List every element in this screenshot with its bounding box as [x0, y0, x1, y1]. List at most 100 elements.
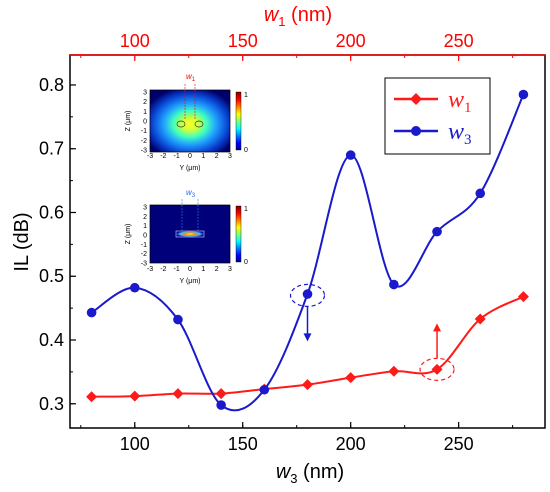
inset2-label-var: w — [186, 188, 193, 197]
y-tick-label: 0.8 — [39, 75, 64, 95]
inset-x-tick-label: 3 — [228, 266, 232, 273]
inset2-colorbar-max: 1 — [244, 206, 248, 213]
data-point-w1 — [86, 391, 98, 403]
data-point-w1 — [215, 388, 227, 400]
arrow-head-w1 — [433, 323, 442, 332]
y-tick-label: 0.6 — [39, 202, 64, 222]
inset-x-tick-label: 2 — [215, 266, 219, 273]
inset1-y-ticks: 3 2 1 0 -1 -2 -3 — [141, 90, 147, 155]
data-point-w1 — [431, 363, 443, 375]
inset2-colorbar — [235, 205, 242, 263]
inset-y-tick-label: 1 — [143, 109, 147, 116]
inset1-xlabel: Y (μm) — [179, 165, 200, 172]
data-point-w3 — [432, 226, 442, 237]
data-point-w1 — [302, 379, 313, 391]
inset1-waveguide-right — [194, 120, 204, 128]
inset1-ylabel: Z (μm) — [125, 111, 132, 132]
data-point-w1 — [172, 388, 184, 400]
inset-x-tick-label: -2 — [160, 266, 166, 273]
inset-x-tick-label: -2 — [160, 153, 166, 160]
inset-y-tick-label: 0 — [143, 233, 147, 240]
legend-label-w1: w1 — [448, 87, 472, 116]
data-point-w1 — [345, 372, 357, 384]
legend-label-w3: w3 — [448, 119, 472, 148]
y-tick-label: 0.7 — [39, 139, 64, 159]
inset2-hotspot — [176, 231, 204, 237]
inset1-label: w1 — [186, 72, 196, 83]
inset-y-tick-label: 2 — [143, 214, 147, 221]
bottom-axis-title-sub: 3 — [290, 471, 297, 486]
top-tick-label: 200 — [336, 31, 366, 51]
inset1-colorbar — [235, 91, 242, 151]
data-point-w1 — [474, 313, 486, 325]
y-tick-label: 0.5 — [39, 266, 64, 286]
legend-label-w3-var: w — [448, 119, 464, 145]
y-axis-ticks: 0.3 0.4 0.5 0.6 0.7 0.8 — [39, 75, 76, 414]
inset-x-tick-label: 0 — [188, 153, 192, 160]
y-tick-label: 0.4 — [39, 330, 64, 350]
inset-y-tick-label: 1 — [143, 223, 147, 230]
inset2-waveguide — [175, 230, 205, 238]
bottom-axis-title-unit: (nm) — [298, 461, 345, 483]
inset-x-tick-label: 0 — [188, 266, 192, 273]
inset1-colorbar-max: 1 — [244, 92, 248, 99]
data-point-w3 — [216, 400, 226, 410]
inset1-label-sub: 1 — [192, 77, 196, 83]
bottom-tick-label: 200 — [336, 434, 366, 454]
inset-y-tick-label: -1 — [141, 128, 147, 135]
legend-marker-w1 — [410, 93, 422, 105]
inset-y-tick-label: -2 — [141, 251, 147, 258]
top-tick-label: 150 — [228, 31, 258, 51]
top-axis-title-unit: (nm) — [286, 4, 333, 26]
data-point-w1 — [129, 390, 141, 402]
data-point-w3 — [345, 150, 356, 160]
data-point-w3 — [302, 289, 313, 299]
inset-x-tick-label: -3 — [147, 153, 153, 160]
inset-y-tick-label: -1 — [141, 242, 147, 249]
inset-y-tick-label: 0 — [143, 119, 147, 126]
inset-x-tick-label: 1 — [201, 153, 205, 160]
data-point-w3 — [475, 188, 486, 199]
inset-y-tick-label: -3 — [141, 261, 147, 268]
inset-x-tick-label: 3 — [228, 153, 232, 160]
inset-y-tick-label: -3 — [141, 148, 147, 155]
bottom-tick-label: 100 — [120, 434, 150, 454]
legend-marker-w3 — [411, 126, 421, 136]
annotation-layer — [289, 283, 455, 381]
legend-label-w1-var: w — [448, 87, 464, 113]
inset-mode-w1: w1 1 0 -3 -2 -1 0 1 2 3 3 2 1 0 -1 -2 -3 Y (μm) Z (μ… — [125, 72, 248, 172]
inset2-label: w3 — [186, 188, 196, 199]
legend: w1 w3 — [384, 77, 491, 155]
top-axis-title: w1 (nm) — [264, 4, 332, 29]
inset1-waveguide-left — [176, 120, 186, 128]
data-point-w3 — [518, 89, 529, 100]
inset1-field — [149, 89, 231, 153]
inset1-colorbar-min: 0 — [244, 147, 248, 154]
inset-y-tick-label: 2 — [143, 99, 147, 106]
bottom-tick-label: 250 — [444, 434, 474, 454]
inset2-y-ticks: 3 2 1 0 -1 -2 -3 — [141, 205, 147, 268]
data-point-w3 — [86, 307, 97, 318]
inset2-xlabel: Y (μm) — [179, 278, 200, 285]
inset-x-tick-label: 1 — [201, 266, 205, 273]
bottom-axis-title: w3 (nm) — [276, 461, 344, 486]
inset2-ylabel: Z (μm) — [125, 224, 132, 245]
data-point-w3 — [259, 384, 270, 395]
data-point-w3 — [129, 282, 140, 293]
top-axis-title-sub: 1 — [278, 14, 285, 29]
bottom-tick-label: 150 — [228, 434, 258, 454]
legend-label-w1-sub: 1 — [464, 100, 472, 116]
inset2-label-sub: 3 — [192, 193, 196, 199]
legend-box — [384, 77, 491, 155]
inset-y-tick-label: 3 — [143, 90, 147, 97]
y-axis-title: IL (dB) — [11, 212, 33, 271]
top-tick-label: 100 — [120, 31, 150, 51]
bottom-axis-title-var: w — [276, 461, 292, 483]
top-tick-label: 250 — [444, 31, 474, 51]
data-point-w1 — [517, 291, 529, 303]
inset-y-tick-label: -2 — [141, 138, 147, 145]
legend-label-w3-sub: 3 — [464, 132, 472, 148]
inset-x-tick-label: -3 — [147, 266, 153, 273]
